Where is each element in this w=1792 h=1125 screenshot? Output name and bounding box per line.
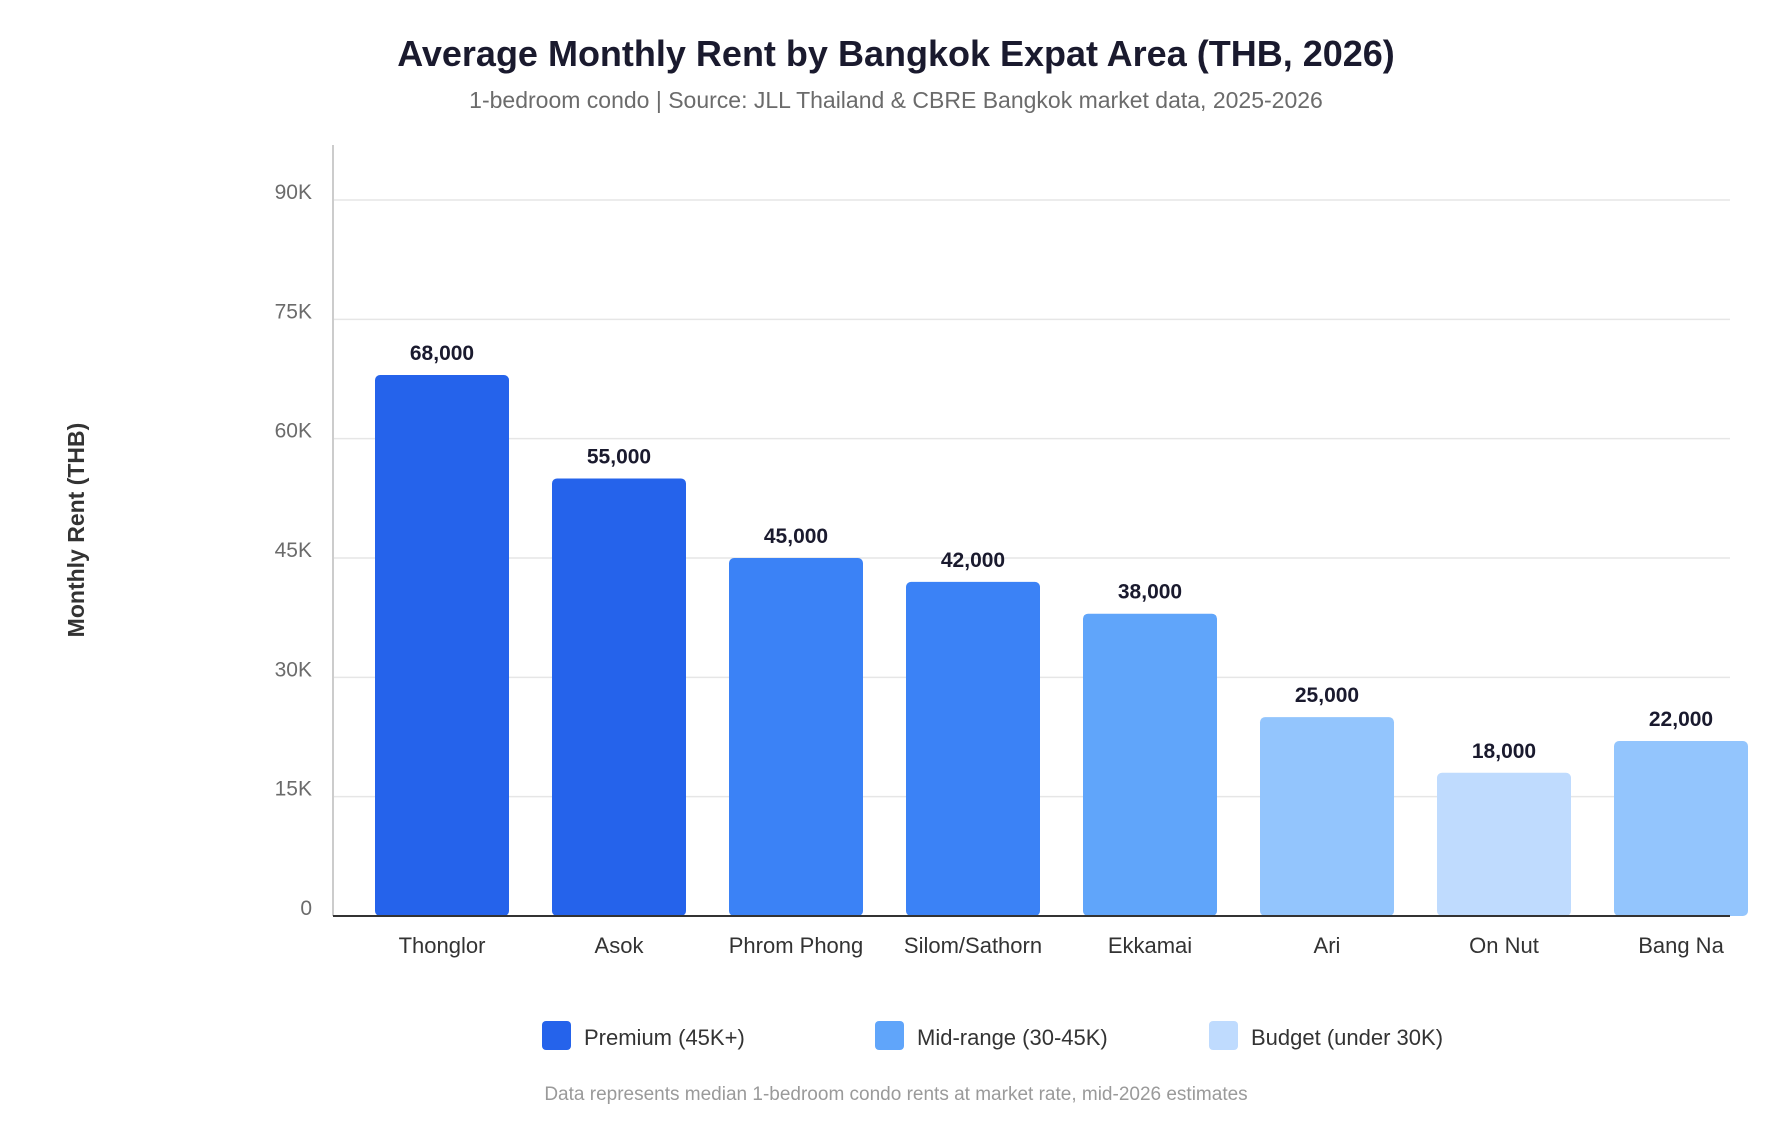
data-label: 55,000 — [587, 445, 651, 468]
chart-title: Average Monthly Rent by Bangkok Expat Ar… — [397, 33, 1395, 74]
y-axis-label: Monthly Rent (THB) — [63, 423, 89, 638]
data-label: 22,000 — [1649, 708, 1713, 731]
y-axis-ticks: 0 15K 30K 45K 60K 75K 90K — [275, 181, 312, 920]
x-tick-label: Phrom Phong — [729, 933, 864, 958]
legend-swatch — [1209, 1021, 1238, 1050]
legend-label: Premium (45K+) — [584, 1025, 745, 1050]
x-tick-label: Bang Na — [1638, 933, 1724, 958]
x-axis-ticks: Thonglor Asok Phrom Phong Silom/Sathorn Ekka… — [399, 933, 1725, 958]
y-tick-label: 75K — [275, 300, 312, 323]
y-tick-label: 90K — [275, 181, 312, 204]
footnote: Data represents median 1-bedroom condo r… — [544, 1084, 1247, 1105]
legend-swatch — [542, 1021, 571, 1050]
bar-bang-na — [1614, 740, 1748, 916]
legend-label: Mid-range (30-45K) — [917, 1025, 1108, 1050]
x-tick-label: Asok — [595, 933, 645, 958]
data-label: 45,000 — [764, 525, 828, 548]
x-tick-label: Silom/Sathorn — [904, 933, 1042, 958]
bar-silom-sathorn — [906, 581, 1040, 916]
x-tick-label: On Nut — [1469, 933, 1539, 958]
bar-phrom-phong — [729, 558, 863, 916]
data-label: 42,000 — [941, 549, 1005, 572]
y-tick-label: 0 — [300, 897, 312, 920]
data-label: 25,000 — [1295, 684, 1359, 707]
bars: 68,000 55,000 45,000 42,000 38,000 25,000 18,0… — [375, 342, 1748, 916]
bar-ari — [1260, 717, 1394, 916]
bar-ekkamai — [1083, 613, 1217, 916]
x-tick-label: Ari — [1314, 933, 1341, 958]
chart-subtitle: 1-bedroom condo | Source: JLL Thailand &… — [469, 87, 1323, 113]
x-tick-label: Ekkamai — [1108, 933, 1192, 958]
data-label: 38,000 — [1118, 581, 1182, 604]
bar-on-nut — [1437, 772, 1571, 916]
data-label: 18,000 — [1472, 740, 1536, 763]
legend-label: Budget (under 30K) — [1251, 1025, 1443, 1050]
y-tick-label: 45K — [275, 539, 312, 562]
bar-thonglor — [375, 375, 509, 916]
legend: Premium (45K+) Mid-range (30-45K) Budget (… — [542, 1021, 1443, 1050]
y-tick-label: 30K — [275, 658, 312, 681]
y-tick-label: 15K — [275, 778, 312, 801]
y-tick-label: 60K — [275, 420, 312, 443]
data-label: 68,000 — [410, 342, 474, 365]
bar-asok — [552, 478, 686, 916]
x-tick-label: Thonglor — [399, 933, 486, 958]
legend-swatch — [875, 1021, 904, 1050]
